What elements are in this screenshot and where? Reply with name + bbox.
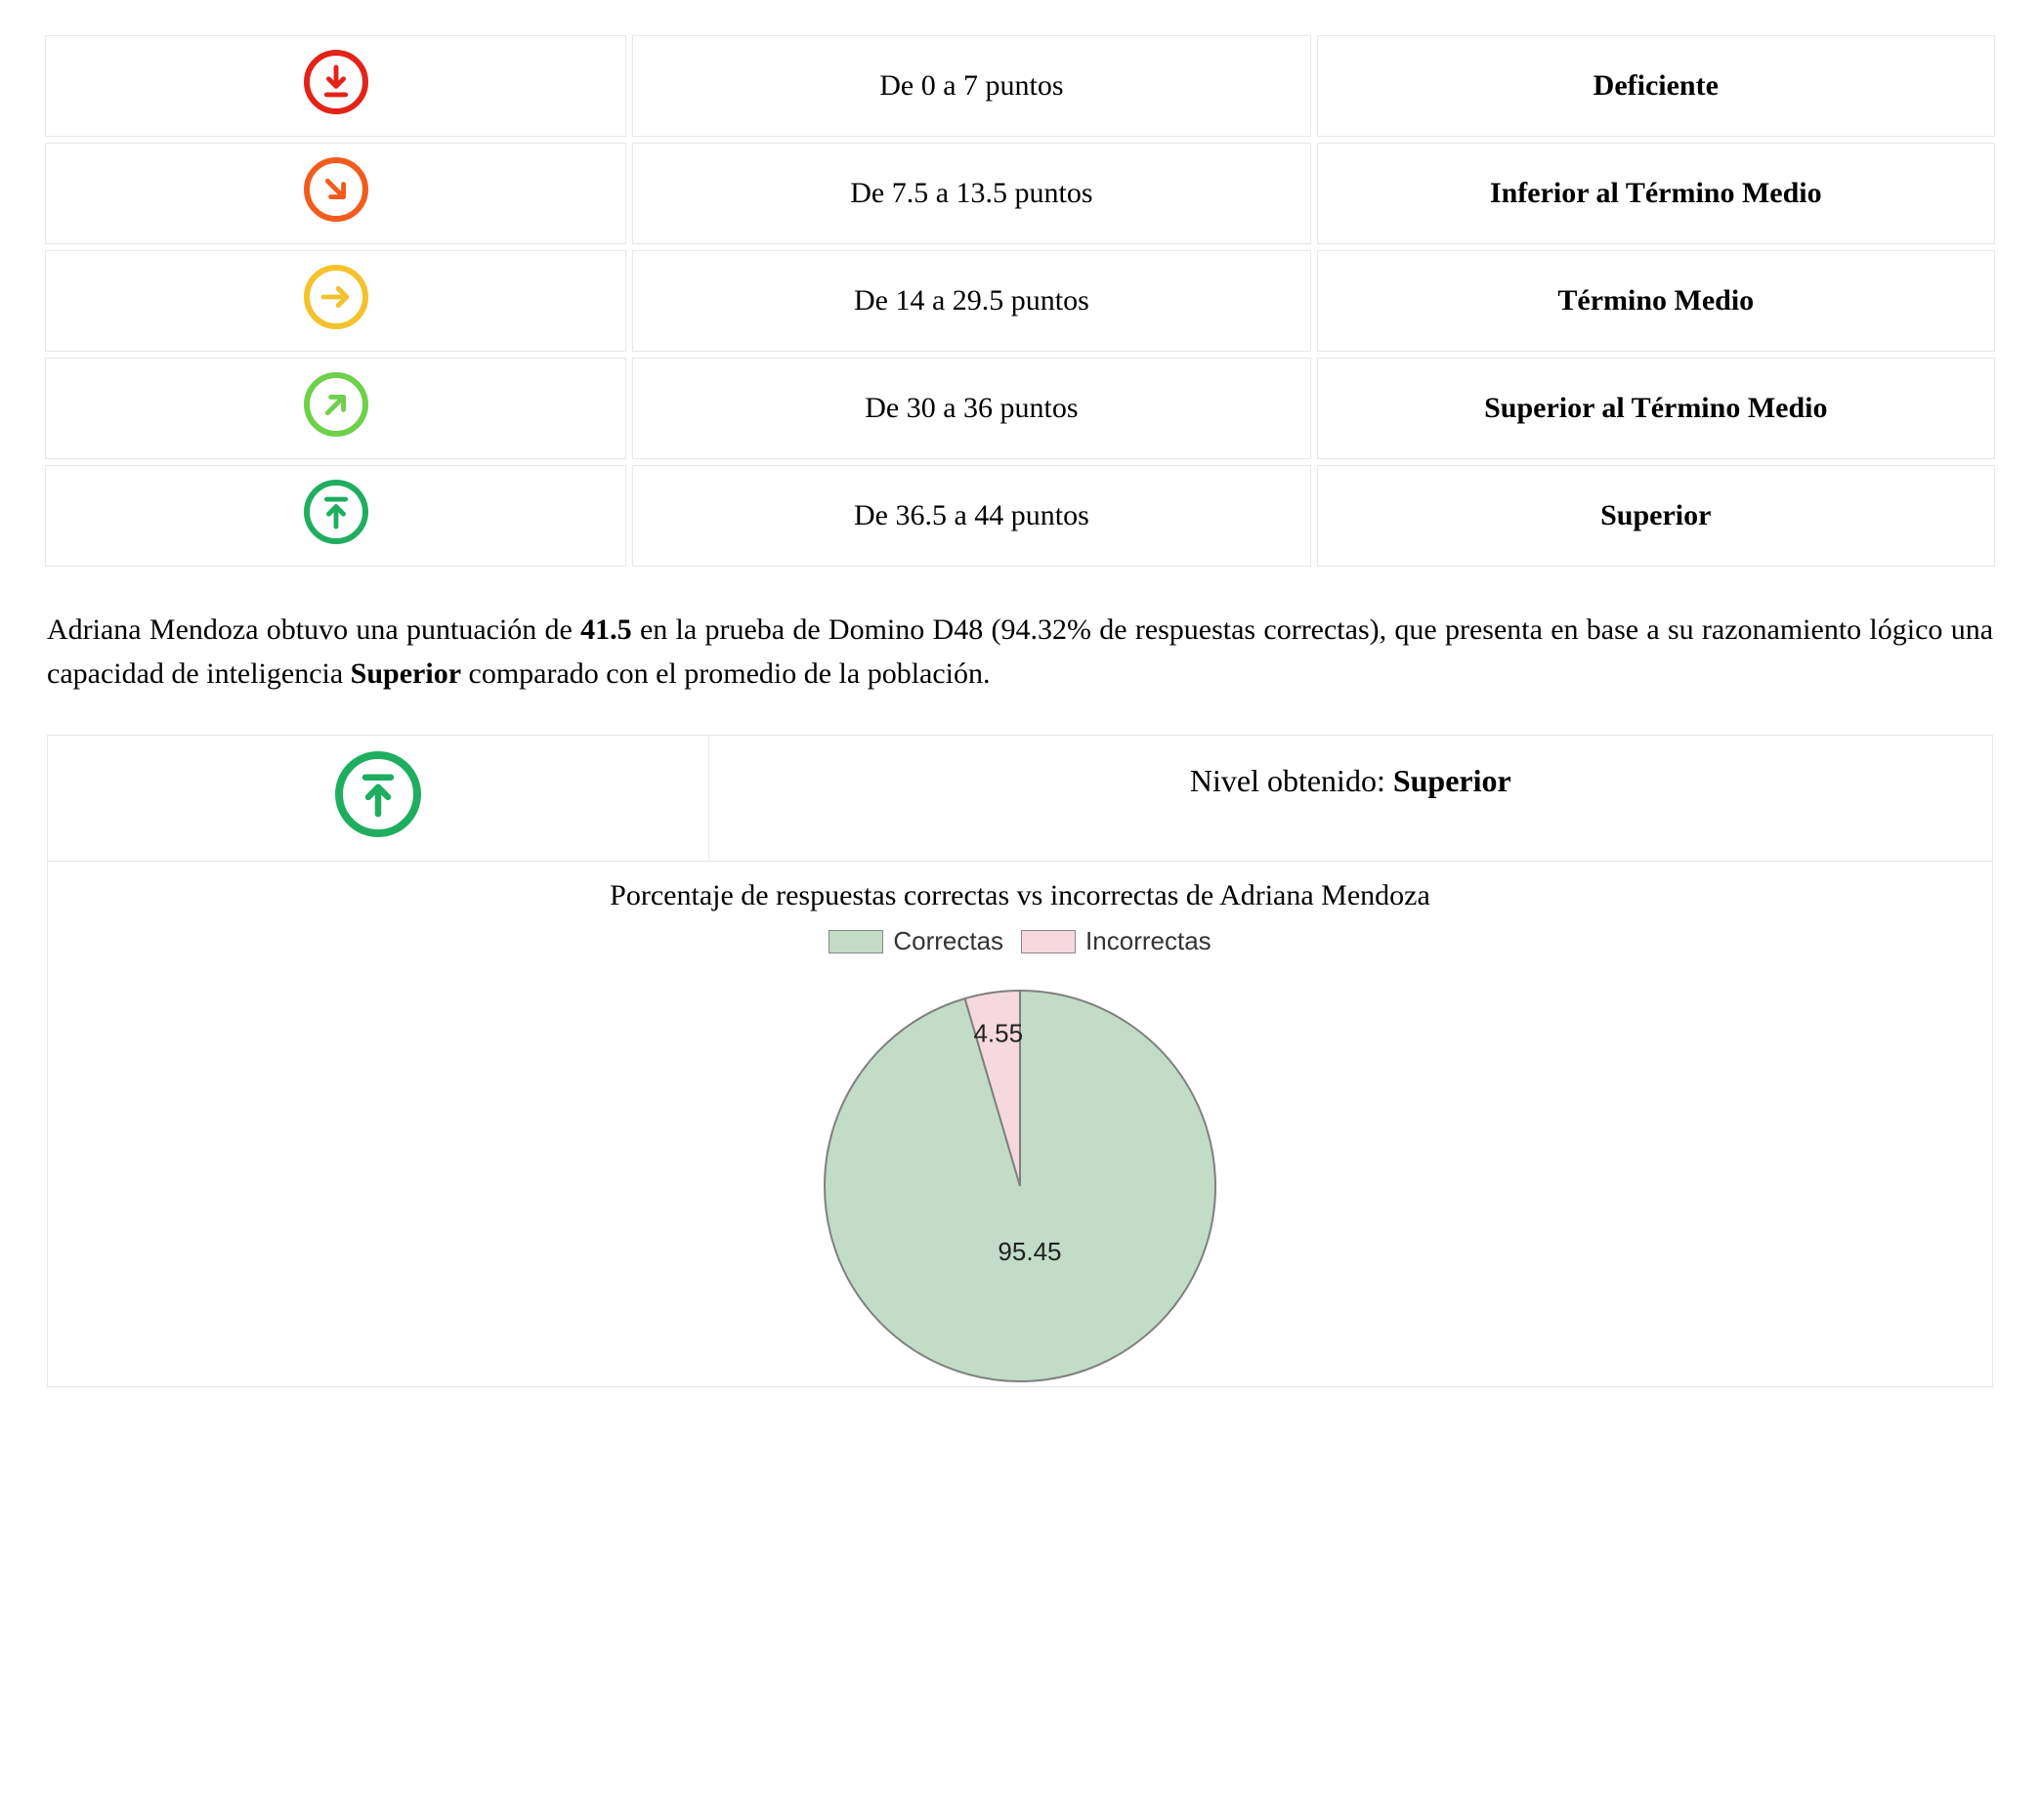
scale-range: De 14 a 29.5 puntos <box>632 250 1310 352</box>
scale-label: Superior al Término Medio <box>1317 358 1995 459</box>
scale-icon-cell <box>45 465 626 567</box>
scale-range: De 0 a 7 puntos <box>632 35 1310 137</box>
arrow-down-right-icon <box>304 157 368 222</box>
result-header: Nivel obtenido: Superior <box>48 736 1992 862</box>
result-label-level: Superior <box>1393 763 1511 798</box>
arrow-up-right-icon <box>304 372 368 437</box>
scale-label: Término Medio <box>1317 250 1995 352</box>
summary-score: 41.5 <box>580 614 632 646</box>
summary-paragraph: Adriana Mendoza obtuvo una puntuación de… <box>47 608 1993 696</box>
pie-chart: 95.45 4.55 <box>795 976 1245 1386</box>
scale-label: Superior <box>1317 465 1995 567</box>
scale-row: De 14 a 29.5 puntosTérmino Medio <box>45 250 1995 352</box>
scale-range: De 36.5 a 44 puntos <box>632 465 1310 567</box>
pie-legend: Correctas Incorrectas <box>48 918 1992 966</box>
pie-chart-title: Porcentaje de respuestas correctas vs in… <box>48 862 1992 918</box>
scale-label: Inferior al Término Medio <box>1317 143 1995 244</box>
arrow-right-icon <box>304 265 368 329</box>
legend-label-correct: Correctas <box>893 926 1003 956</box>
result-label-cell: Nivel obtenido: Superior <box>709 736 1992 861</box>
legend-item-incorrect: Incorrectas <box>1021 926 1211 956</box>
summary-suffix: comparado con el promedio de la població… <box>469 657 991 690</box>
arrow-down-bar-icon <box>304 50 368 114</box>
scale-label: Deficiente <box>1317 35 1995 137</box>
scale-rows-container: De 0 a 7 puntosDeficienteDe 7.5 a 13.5 p… <box>45 35 1995 567</box>
result-level-icon <box>335 751 421 837</box>
scale-row: De 30 a 36 puntosSuperior al Término Med… <box>45 358 1995 459</box>
result-panel: Nivel obtenido: Superior Porcentaje de r… <box>47 735 1993 1387</box>
scale-icon-cell <box>45 35 626 137</box>
legend-swatch-incorrect <box>1021 930 1076 953</box>
scale-icon-cell <box>45 143 626 244</box>
arrow-up-bar-icon <box>304 480 368 544</box>
scale-row: De 0 a 7 puntosDeficiente <box>45 35 1995 137</box>
result-icon-cell <box>48 736 709 861</box>
scale-icon-cell <box>45 358 626 459</box>
score-scale-table: De 0 a 7 puntosDeficienteDe 7.5 a 13.5 p… <box>39 29 2001 572</box>
result-label-prefix: Nivel obtenido: <box>1190 763 1393 798</box>
scale-row: De 36.5 a 44 puntosSuperior <box>45 465 1995 567</box>
scale-row: De 7.5 a 13.5 puntosInferior al Término … <box>45 143 1995 244</box>
scale-icon-cell <box>45 250 626 352</box>
pie-label-incorrectas: 4.55 <box>973 1018 1023 1047</box>
pie-label-correctas: 95.45 <box>998 1237 1061 1266</box>
scale-range: De 7.5 a 13.5 puntos <box>632 143 1310 244</box>
pie-chart-wrap: 95.45 4.55 <box>48 966 1992 1386</box>
summary-level: Superior <box>351 657 461 690</box>
summary-prefix: Adriana Mendoza obtuvo una puntuación de <box>47 614 580 646</box>
legend-swatch-correct <box>829 930 883 953</box>
legend-item-correct: Correctas <box>829 926 1003 956</box>
legend-label-incorrect: Incorrectas <box>1085 926 1211 956</box>
scale-range: De 30 a 36 puntos <box>632 358 1310 459</box>
